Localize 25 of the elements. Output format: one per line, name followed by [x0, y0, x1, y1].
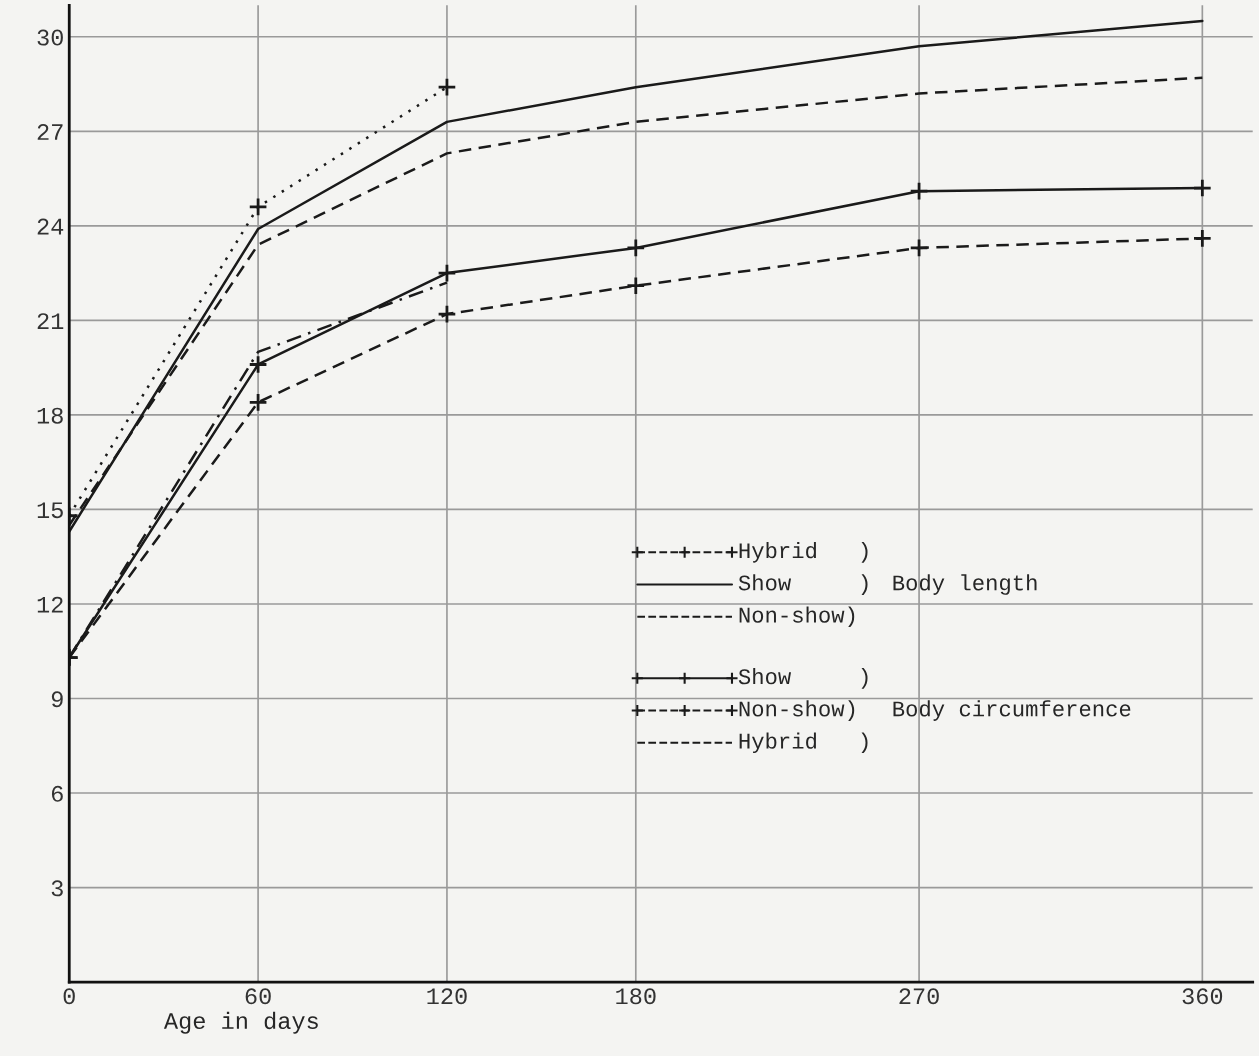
y-tick-label: 12 [37, 596, 63, 613]
y-tick-label: 6 [51, 785, 63, 802]
legend-label: Show ) [738, 574, 868, 595]
x-tick-label: 360 [1182, 988, 1223, 1005]
x-tick-label: 120 [427, 988, 467, 1005]
y-tick-label: 15 [37, 502, 63, 519]
legend-label: Non-show) [739, 606, 855, 628]
annotation: Body length [893, 574, 1037, 595]
legend-label: Hybrid ) [739, 732, 868, 754]
x-tick-label: 0 [63, 988, 75, 1005]
y-tick-label: 9 [51, 691, 63, 708]
y-tick-label: 24 [37, 218, 64, 235]
y-tick-label: 18 [37, 407, 63, 424]
legend-label: Non-show) [739, 700, 855, 721]
x-tick-label: 180 [616, 988, 656, 1005]
x-tick-label: 270 [899, 988, 939, 1005]
x-tick-label: 60 [245, 988, 271, 1005]
y-tick-label: 27 [37, 124, 63, 140]
x-axis-title: Age in days [163, 1011, 318, 1034]
y-tick-label: 30 [37, 29, 63, 46]
y-tick-label: 3 [51, 880, 63, 897]
legend-label: Show ) [738, 667, 868, 689]
legend-label: Hybrid ) [739, 541, 868, 563]
annotation: Body circumference [893, 700, 1131, 721]
y-tick-label: 21 [37, 313, 64, 329]
